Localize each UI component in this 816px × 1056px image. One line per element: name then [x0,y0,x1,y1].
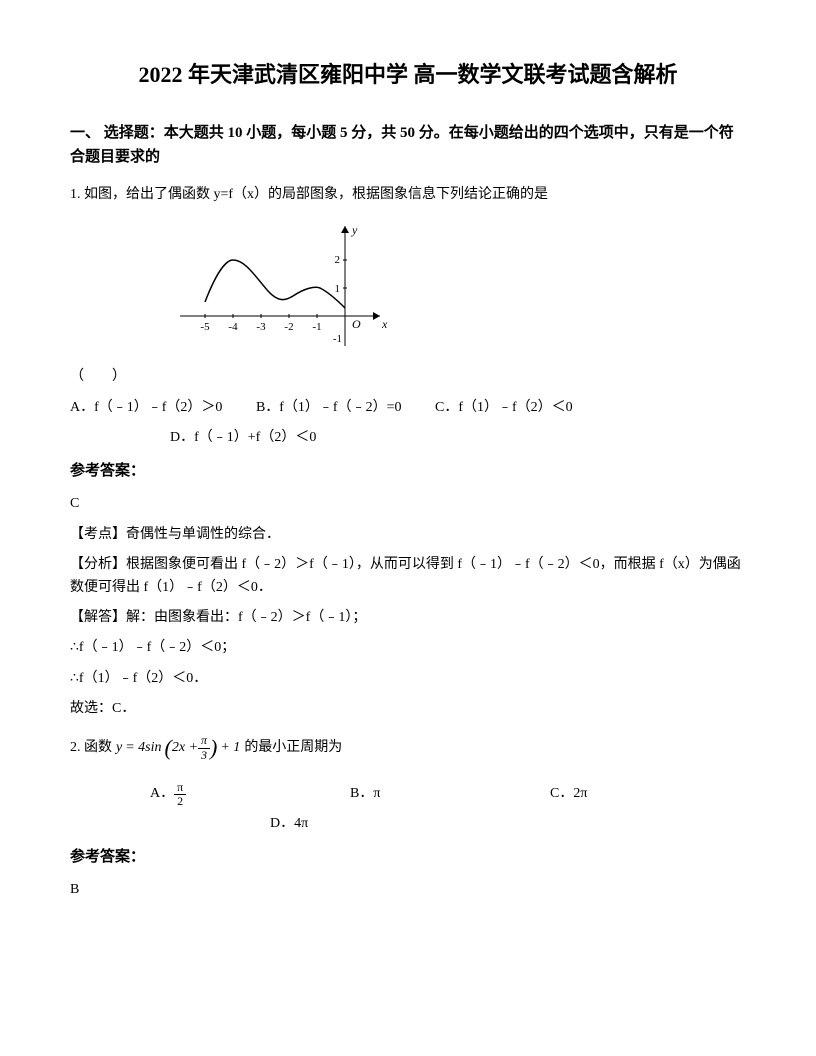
q1-options: A．f（﹣1）﹣f（2）＞0 B．f（1）﹣f（﹣2）=0 C．f（1）﹣f（2… [70,397,746,419]
q2-option-d: D． 4π [270,813,746,835]
q2-option-a: A． π2 [150,781,350,808]
question-1: 1. 如图，给出了偶函数 y=f（x）的局部图象，根据图象信息下列结论正确的是 … [70,184,746,721]
section-1-header: 一、 选择题：本大题共 10 小题，每小题 5 分，共 50 分。在每小题给出的… [70,121,746,169]
q2-answer-header: 参考答案： [70,845,746,869]
svg-text:-1: -1 [333,333,342,345]
page-title: 2022 年天津武清区雍阳中学 高一数学文联考试题含解析 [70,60,746,91]
svg-text:-3: -3 [256,321,266,333]
q1-option-d: D．f（﹣1）+f（2）＜0 [170,427,746,449]
q1-option-a: A．f（﹣1）﹣f（2）＞0 [70,397,222,419]
svg-text:-5: -5 [200,321,210,333]
svg-text:x: x [381,317,388,331]
q1-paren: （ ） [70,366,746,388]
q1-stem: 1. 如图，给出了偶函数 y=f（x）的局部图象，根据图象信息下列结论正确的是 [70,184,746,206]
q2-stem-prefix: 2. 函数 [70,737,112,759]
q1-answer-letter: C [70,493,746,515]
q1-jieda-l1: 【解答】解：由图象看出：f（﹣2）＞f（﹣1）； [70,607,746,629]
svg-text:-1: -1 [312,321,321,333]
q1-answer-header: 参考答案： [70,459,746,483]
q1-option-c: C．f（1）﹣f（2）＜0 [435,397,573,419]
q1-jieda-l2: ∴f（﹣1）﹣f（﹣2）＜0； [70,637,746,659]
q1-jieda-l4: 故选：C． [70,698,746,720]
q1-kaodian: 【考点】奇偶性与单调性的综合． [70,524,746,546]
svg-text:1: 1 [335,283,341,295]
q1-option-b: B．f（1）﹣f（﹣2）=0 [256,397,402,419]
q2-option-b: B． π [350,783,550,805]
q1-graph: -5 -4 -3 -2 -1 2 1 -1 O x y [170,216,746,356]
q2-stem-suffix: 的最小正周期为 [244,737,342,759]
question-2: 2. 函数 y = 4sin ( 2x + π3 ) + 1 的最小正周期为 A… [70,730,746,901]
svg-text:O: O [352,317,361,331]
svg-text:2: 2 [335,254,341,266]
q2-option-c: C． 2π [550,783,670,805]
q1-jieda-l3: ∴f（1）﹣f（2）＜0． [70,668,746,690]
q2-options: A． π2 B． π C． 2π [150,781,746,808]
svg-text:y: y [351,223,358,237]
q2-formula: y = 4sin ( 2x + π3 ) + 1 [116,730,240,765]
q1-fenxi: 【分析】根据图象便可看出 f（﹣2）＞f（﹣1），从而可以得到 f（﹣1）﹣f（… [70,554,746,599]
svg-text:-2: -2 [284,321,293,333]
svg-text:-4: -4 [228,321,238,333]
q2-answer-letter: B [70,879,746,901]
